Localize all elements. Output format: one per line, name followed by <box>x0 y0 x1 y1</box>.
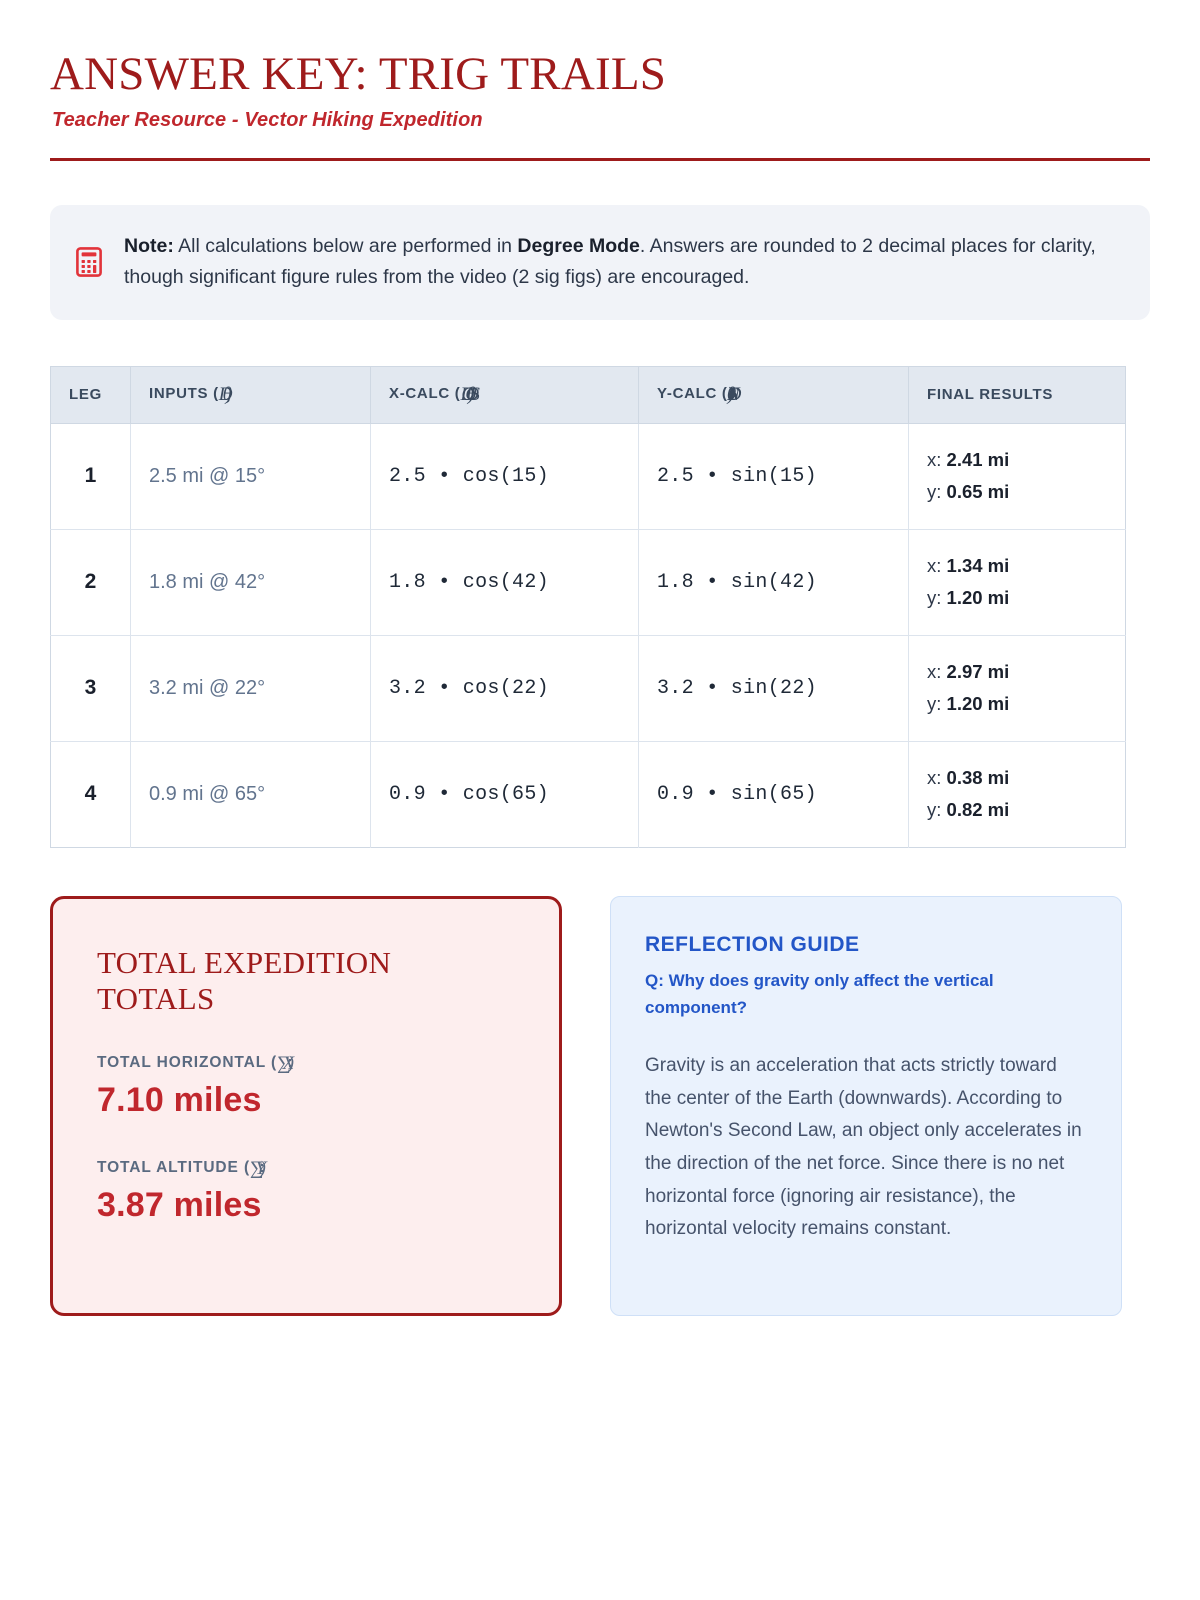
total-horizontal-value: 7.10 miles <box>97 1080 262 1119</box>
totals-title: TOTAL EXPEDITION TOTALS <box>97 944 392 1016</box>
result-y: y: 0.65 mi <box>927 476 1107 508</box>
result-x: x: 2.41 mi <box>927 444 1107 476</box>
result-x-value: 0.38 mi <box>946 767 1010 789</box>
result-x-prefix: x: <box>927 555 947 577</box>
note-callout: Note: All calculations below are perform… <box>50 204 1150 320</box>
note-lead: Note: <box>124 234 174 257</box>
column-header-xcalc: X-CALC (D·COS θ) <box>370 366 639 424</box>
result-y-prefix: y: <box>927 481 947 503</box>
cell-ycalc: 0.9 • sin(65) <box>638 741 909 848</box>
cell-leg: 3 <box>50 635 131 742</box>
cell-leg: 1 <box>50 423 131 530</box>
table-row: 1 2.5 mi @ 15° 2.5 • cos(15) 2.5 • sin(1… <box>50 423 1126 530</box>
result-y-prefix: y: <box>927 799 947 821</box>
document-header: ANSWER KEY: TRIG TRAILS Teacher Resource… <box>50 0 1150 161</box>
cell-final-results: x: 2.41 mi y: 0.65 mi <box>908 423 1126 530</box>
note-emphasis: Degree Mode <box>517 234 640 257</box>
reflection-answer: Gravity is an acceleration that acts str… <box>645 1054 1082 1240</box>
table-row: 3 3.2 mi @ 22° 3.2 • cos(22) 3.2 • sin(2… <box>50 635 1126 742</box>
cell-inputs: 3.2 mi @ 22° <box>130 635 371 742</box>
total-altitude-label-pre: TOTAL ALTITUDE ( <box>97 1158 251 1176</box>
result-x-prefix: x: <box>927 449 947 471</box>
table-header-row: LEG INPUTS (D, θ) X-CALC (D·COS θ) Y-CAL… <box>50 366 1126 424</box>
result-y-value: 0.82 mi <box>946 799 1010 821</box>
result-y: y: 1.20 mi <box>927 688 1107 720</box>
reflection-guide-panel: REFLECTION GUIDE Q: Why does gravity onl… <box>610 895 1122 1316</box>
expedition-totals-panel: TOTAL EXPEDITION TOTALS TOTAL HORIZONTAL… <box>50 895 562 1316</box>
result-y-value: 1.20 mi <box>946 587 1010 609</box>
total-altitude-label: TOTAL ALTITUDE (∑ Y): <box>97 1158 515 1180</box>
reflection-question: Q: Why does gravity only affect the vert… <box>645 970 994 1018</box>
result-x-prefix: x: <box>927 661 947 683</box>
table-row: 4 0.9 mi @ 65° 0.9 • cos(65) 0.9 • sin(6… <box>50 741 1126 848</box>
result-y: y: 1.20 mi <box>927 582 1107 614</box>
page-title: ANSWER KEY: TRIG TRAILS <box>50 48 667 100</box>
total-altitude-value: 3.87 miles <box>97 1185 262 1224</box>
cell-final-results: x: 1.34 mi y: 1.20 mi <box>908 529 1126 636</box>
header-divider <box>50 157 1150 161</box>
result-y-value: 1.20 mi <box>946 693 1010 715</box>
result-x: x: 1.34 mi <box>927 550 1107 582</box>
result-x: x: 0.38 mi <box>927 762 1107 794</box>
cell-xcalc: 1.8 • cos(42) <box>370 529 639 636</box>
cell-ycalc: 1.8 • sin(42) <box>638 529 909 636</box>
total-horizontal-label: TOTAL HORIZONTAL (∑ X): <box>97 1053 515 1075</box>
column-header-ycalc-label: Y-CALC ( <box>657 384 728 402</box>
column-header-inputs-math: D, θ) <box>218 383 232 405</box>
total-altitude-label-post: : <box>259 1158 266 1176</box>
table-row: 2 1.8 mi @ 42° 1.8 • cos(42) 1.8 • sin(4… <box>50 529 1126 636</box>
calculations-table: LEG INPUTS (D, θ) X-CALC (D·COS θ) Y-CAL… <box>50 365 1126 848</box>
cell-ycalc: 3.2 • sin(22) <box>638 635 909 742</box>
column-header-inputs-label: INPUTS ( <box>149 384 219 402</box>
result-x: x: 2.97 mi <box>927 656 1107 688</box>
total-altitude-label-math: ∑ Y) <box>250 1157 266 1179</box>
page-subtitle: Teacher Resource - Vector Hiking Expedit… <box>52 108 483 131</box>
cell-leg: 2 <box>50 529 131 636</box>
result-y: y: 0.82 mi <box>927 794 1107 826</box>
result-x-value: 2.41 mi <box>946 449 1010 471</box>
total-horizontal-label-math: ∑ X) <box>277 1052 294 1074</box>
column-header-xcalc-math: D·COS θ) <box>460 383 473 405</box>
note-text-part1: All calculations below are performed in <box>173 234 518 257</box>
result-x-prefix: x: <box>927 767 947 789</box>
result-y-prefix: y: <box>927 587 947 609</box>
result-y-value: 0.65 mi <box>946 481 1010 503</box>
result-x-value: 1.34 mi <box>946 555 1010 577</box>
bottom-panels: TOTAL EXPEDITION TOTALS TOTAL HORIZONTAL… <box>50 895 1150 1316</box>
result-x-value: 2.97 mi <box>946 661 1010 683</box>
cell-leg: 4 <box>50 741 131 848</box>
note-text-part2: . Answers are rounded to 2 decimal place… <box>124 234 1096 289</box>
cell-inputs: 2.5 mi @ 15° <box>130 423 371 530</box>
column-header-ycalc: Y-CALC (D·SIN θ) <box>638 366 909 424</box>
cell-final-results: x: 2.97 mi y: 1.20 mi <box>908 635 1126 742</box>
cell-inputs: 0.9 mi @ 65° <box>130 741 371 848</box>
cell-final-results: x: 0.38 mi y: 0.82 mi <box>909 741 1126 847</box>
calculator-icon <box>76 247 102 278</box>
result-y-prefix: y: <box>927 693 947 715</box>
cell-ycalc: 2.5 • sin(15) <box>638 423 909 530</box>
cell-inputs: 1.8 mi @ 42° <box>130 529 371 636</box>
table-body: 1 2.5 mi @ 15° 2.5 • cos(15) 2.5 • sin(1… <box>50 423 1126 848</box>
cell-xcalc: 3.2 • cos(22) <box>370 635 639 742</box>
cell-xcalc: 0.9 • cos(65) <box>370 741 639 848</box>
total-horizontal-label-pre: TOTAL HORIZONTAL ( <box>97 1053 278 1071</box>
column-header-results: FINAL RESULTS <box>908 366 1126 424</box>
note-text: Note: All calculations below are perform… <box>124 231 1116 294</box>
cell-xcalc: 2.5 • cos(15) <box>370 423 639 530</box>
column-header-leg: LEG <box>50 366 131 424</box>
total-horizontal-label-post: : <box>287 1053 294 1071</box>
column-header-inputs: INPUTS (D, θ) <box>130 366 371 424</box>
reflection-title: REFLECTION GUIDE <box>645 932 860 956</box>
column-header-xcalc-label: X-CALC ( <box>389 384 461 402</box>
